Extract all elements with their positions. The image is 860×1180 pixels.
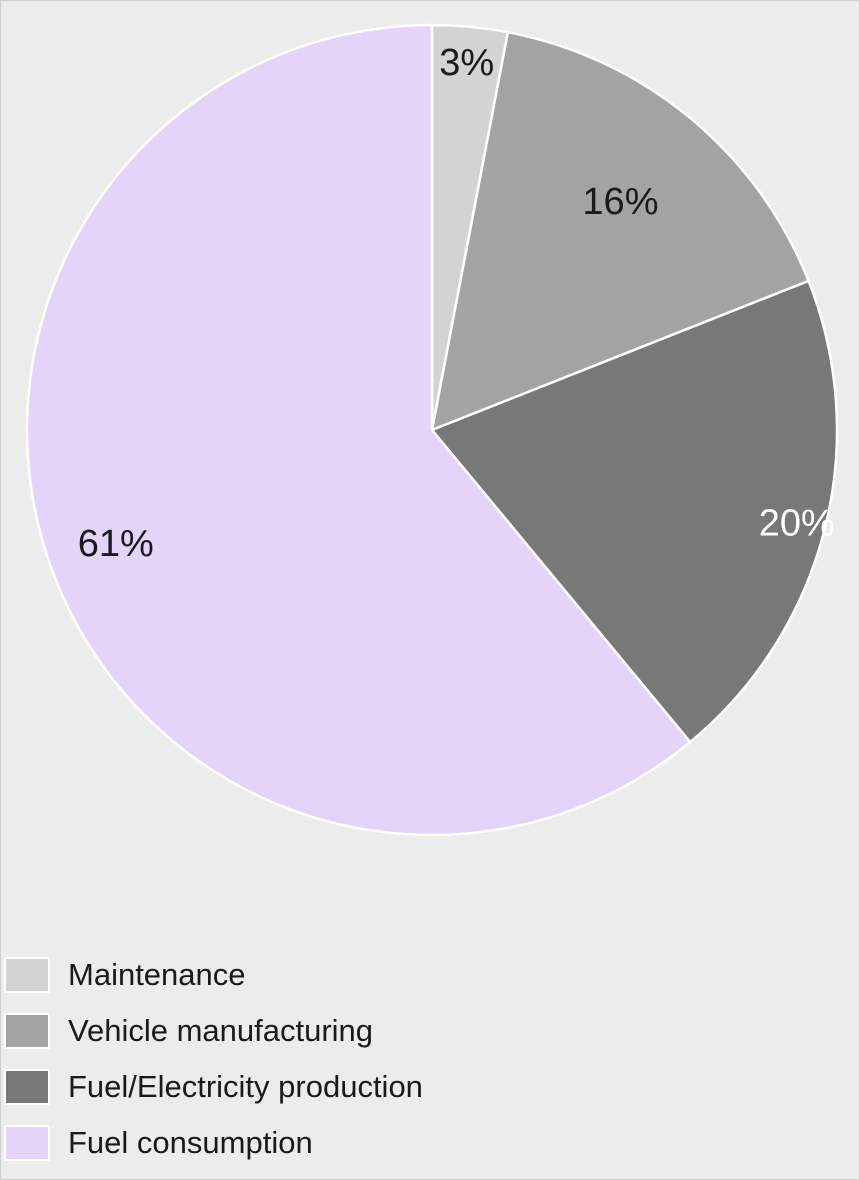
legend-item-maintenance: Maintenance: [4, 947, 704, 1003]
slice-label-fuel-electricity-production: 20%: [759, 503, 835, 545]
legend-swatch-maintenance: [4, 957, 50, 993]
legend-swatch-vehicle-manufacturing: [4, 1013, 50, 1049]
slice-label-fuel-consumption: 61%: [78, 523, 154, 565]
slice-label-maintenance: 3%: [439, 42, 494, 84]
slice-label-vehicle-manufacturing: 16%: [582, 181, 658, 223]
pie-slice-fuel-consumption: [25, 23, 692, 837]
legend-label-maintenance: Maintenance: [68, 957, 246, 992]
legend-swatch-fuel-electricity-production: [4, 1069, 50, 1105]
pie-slice-vehicle-manufacturing: [430, 30, 810, 432]
legend-item-vehicle-manufacturing: Vehicle manufacturing: [4, 1003, 704, 1059]
pie-slice-fuel-electricity-production: [430, 279, 839, 744]
legend-label-fuel-electricity-production: Fuel/Electricity production: [68, 1069, 423, 1104]
legend-label-fuel-consumption: Fuel consumption: [68, 1125, 313, 1160]
pie-chart: 3% 16% 20% 61%: [25, 23, 839, 837]
legend-swatch-fuel-consumption: [4, 1125, 50, 1161]
legend: Maintenance Vehicle manufacturing Fuel/E…: [4, 947, 704, 1171]
legend-item-fuel-consumption: Fuel consumption: [4, 1115, 704, 1171]
legend-item-fuel-electricity-production: Fuel/Electricity production: [4, 1059, 704, 1115]
legend-label-vehicle-manufacturing: Vehicle manufacturing: [68, 1013, 374, 1048]
